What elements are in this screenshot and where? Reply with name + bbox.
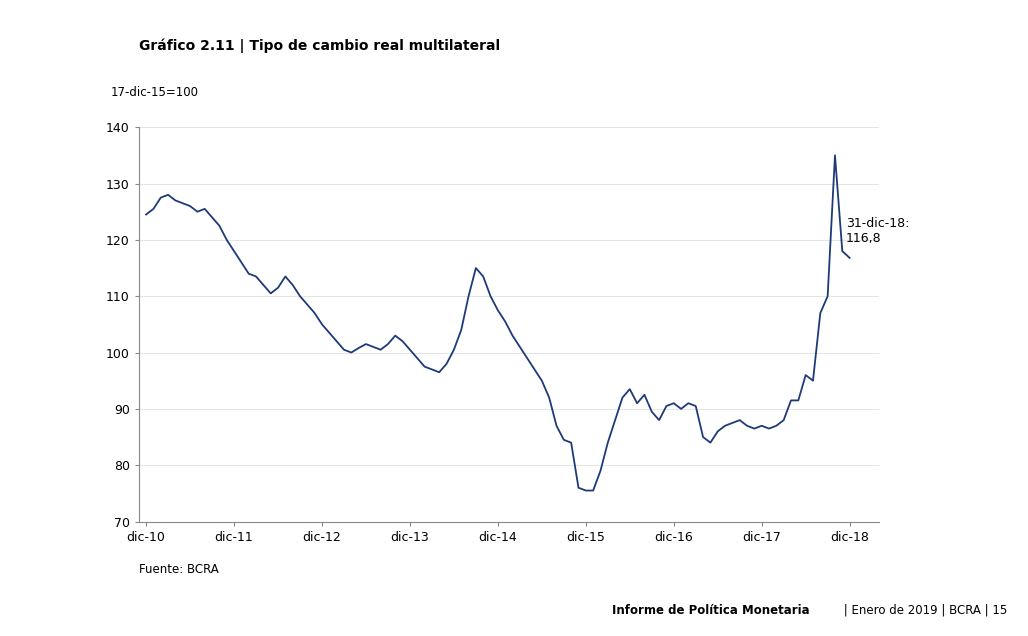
Text: 31-dic-18:
116,8: 31-dic-18: 116,8 <box>846 218 910 245</box>
Text: Gráfico 2.11 | Tipo de cambio real multilateral: Gráfico 2.11 | Tipo de cambio real multi… <box>139 38 500 53</box>
Text: | Enero de 2019 | BCRA | 15: | Enero de 2019 | BCRA | 15 <box>840 604 1007 617</box>
Text: Fuente: BCRA: Fuente: BCRA <box>139 563 219 576</box>
Text: 17-dic-15=100: 17-dic-15=100 <box>111 86 199 99</box>
Text: Informe de Política Monetaria: Informe de Política Monetaria <box>612 604 809 617</box>
